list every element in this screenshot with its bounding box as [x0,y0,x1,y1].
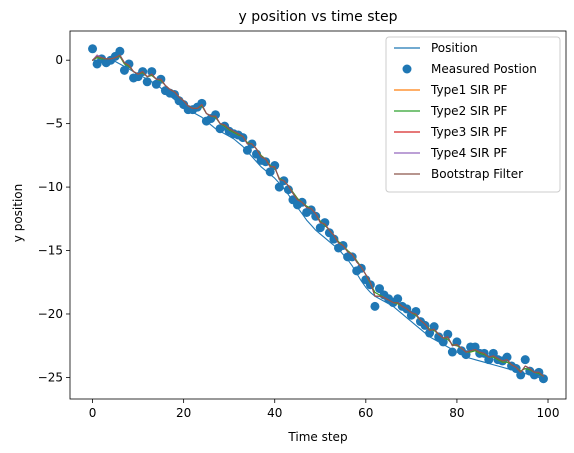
y-tick-label: −10 [38,180,63,194]
data-point [142,77,152,87]
legend-label: Type2 SIR PF [430,104,508,118]
legend: Position Measured Postion Type1 SIR PF Type… [385,36,561,193]
data-point [88,44,98,54]
legend-label: Type3 SIR PF [430,125,508,139]
data-point [470,342,480,352]
x-axis-label: Time step [287,430,347,444]
data-point [124,59,134,69]
legend-label: Measured Postion [431,62,537,76]
legend-marker [402,64,412,74]
legend-entry-type2-sir-pf: Type2 SIR PF [394,104,508,118]
data-point [283,185,293,195]
data-point [274,182,284,192]
y-axis-label: y position [11,184,25,242]
data-point [447,347,457,357]
legend-label: Type4 SIR PF [430,146,508,160]
data-point [197,98,207,108]
legend-box [385,36,561,193]
legend-label: Bootstrap Filter [431,167,523,181]
data-point [516,370,526,380]
axes-frame [69,30,567,400]
legend-entry-bootstrap-filter: Bootstrap Filter [394,167,523,181]
data-point [147,67,157,77]
y-tick-label: −5 [45,117,63,131]
y-tick-label: −20 [38,307,63,321]
y-tick-label: −25 [38,370,63,384]
x-tick-label: 80 [449,406,464,420]
data-point [452,337,462,347]
legend-entry-measured-postion: Measured Postion [402,62,537,76]
x-tick-label: 40 [267,406,282,420]
x-tick-label: 0 [89,406,97,420]
data-point [329,234,339,244]
data-point [538,374,548,384]
data-point [170,89,180,99]
legend-label: Type1 SIR PF [430,83,508,97]
data-point [265,167,275,177]
data-point [429,322,439,332]
data-point [320,218,330,228]
data-point [242,145,252,155]
legend-entry-type1-sir-pf: Type1 SIR PF [394,83,508,97]
y-tick-label: −15 [38,244,63,258]
data-point [520,355,530,365]
data-point [119,65,129,75]
legend-entry-type3-sir-pf: Type3 SIR PF [394,125,508,139]
y-tick-label: 0 [55,53,63,67]
plot-area [88,44,548,384]
data-point [324,228,334,238]
legend-entry-position: Position [394,41,478,55]
x-tick-label: 100 [537,406,560,420]
legend-entry-type4-sir-pf: Type4 SIR PF [394,146,508,160]
x-tick-label: 20 [176,406,191,420]
series-line-bootstrap-filter [92,54,544,377]
chart-title: y position vs time step [238,9,397,25]
data-point [393,294,403,304]
data-point [115,46,125,56]
data-point [438,337,448,347]
data-point [488,348,498,358]
data-point [502,352,512,362]
legend-label: Position [431,41,478,55]
x-tick-label: 60 [358,406,373,420]
axes: 0 20 40 60 80 100 0 −5 −10 −15 −20 −25 [38,30,567,420]
series-measured-postion [88,44,548,384]
data-point [374,284,384,294]
data-point [443,329,453,339]
data-point [425,328,435,338]
data-point [270,161,280,171]
data-point [370,301,380,311]
